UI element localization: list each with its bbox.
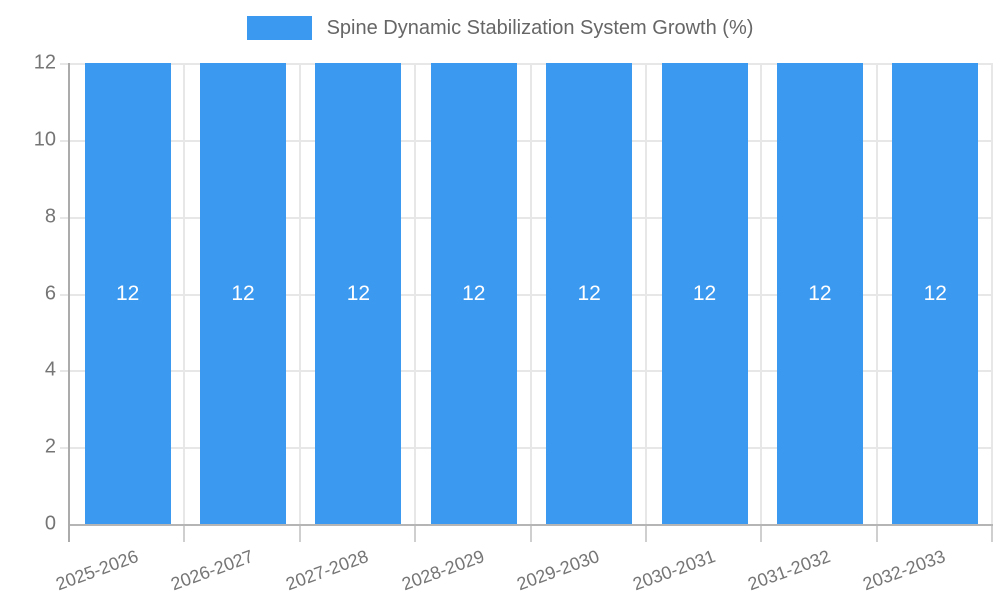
x-axis: 2025-2026 2026-2027 2027-2028 2028-2029 … [52,546,949,595]
bar-cell: 12 [878,63,993,524]
legend-label: Spine Dynamic Stabilization System Growt… [326,16,754,39]
bar-value-label: 12 [346,281,371,305]
bar-value-label: 12 [231,281,255,305]
bar-value-label: 12 [462,281,486,305]
bar[interactable]: 12 [430,63,517,524]
gridline [183,63,186,524]
bar-value-label: 12 [923,281,947,305]
bar-cell: 12 [762,63,877,524]
bar[interactable]: 12 [776,63,863,524]
x-axis-tick [414,524,417,542]
bar[interactable]: 12 [892,63,979,524]
x-axis-tick [298,524,301,542]
x-axis-tick [991,524,993,542]
legend-color-swatch [246,16,312,40]
x-axis-tick [183,524,186,542]
y-axis-tick-label: 6 [44,282,56,304]
bar-cell: 12 [416,63,531,524]
x-axis-tick [875,524,878,542]
plot-area: 12 12 12 12 12 [60,63,993,542]
gridline [60,63,993,65]
bar-cell: 12 [532,63,647,524]
bar-cell: 12 [70,63,185,524]
gridline [644,63,647,524]
y-axis-tick-label: 10 [33,128,56,151]
y-axis-tick-label: 8 [44,205,56,228]
bar-cell: 12 [185,63,300,524]
y-axis-tick-label: 12 [33,51,56,74]
gridline [529,63,532,524]
bar[interactable]: 12 [315,63,402,524]
y-axis-line [68,63,70,542]
bar[interactable]: 12 [661,63,748,524]
gridline [298,63,301,524]
chart-legend[interactable]: Spine Dynamic Stabilization System Growt… [0,16,1000,40]
bar-series: 12 12 12 12 12 [70,63,993,524]
gridline [60,216,993,219]
gridline [60,293,993,296]
x-axis-tick [529,524,532,542]
bar-value-label: 12 [577,281,601,305]
bar-cell: 12 [647,63,762,524]
x-axis-tick [644,524,647,542]
y-axis-tick-label: 4 [44,358,56,381]
gridline [760,63,763,524]
bar-value-label: 12 [692,281,717,305]
x-axis-tick [760,524,763,542]
y-axis: 12 10 8 6 4 2 0 [0,52,56,535]
x-axis-line [70,524,993,526]
y-axis-tick-label: 0 [44,512,56,535]
y-axis-tick-label: 2 [44,435,56,458]
gridline [414,63,417,524]
bar-value-label: 12 [116,281,140,305]
bar[interactable]: 12 [84,63,171,524]
bar[interactable]: 12 [200,63,287,524]
gridline [60,370,993,373]
gridline [991,63,993,524]
gridline [60,447,993,450]
bar[interactable]: 12 [546,63,633,524]
bar-value-label: 12 [808,281,832,305]
gridline [875,63,878,524]
gridline [60,139,993,142]
bar-cell: 12 [301,63,416,524]
